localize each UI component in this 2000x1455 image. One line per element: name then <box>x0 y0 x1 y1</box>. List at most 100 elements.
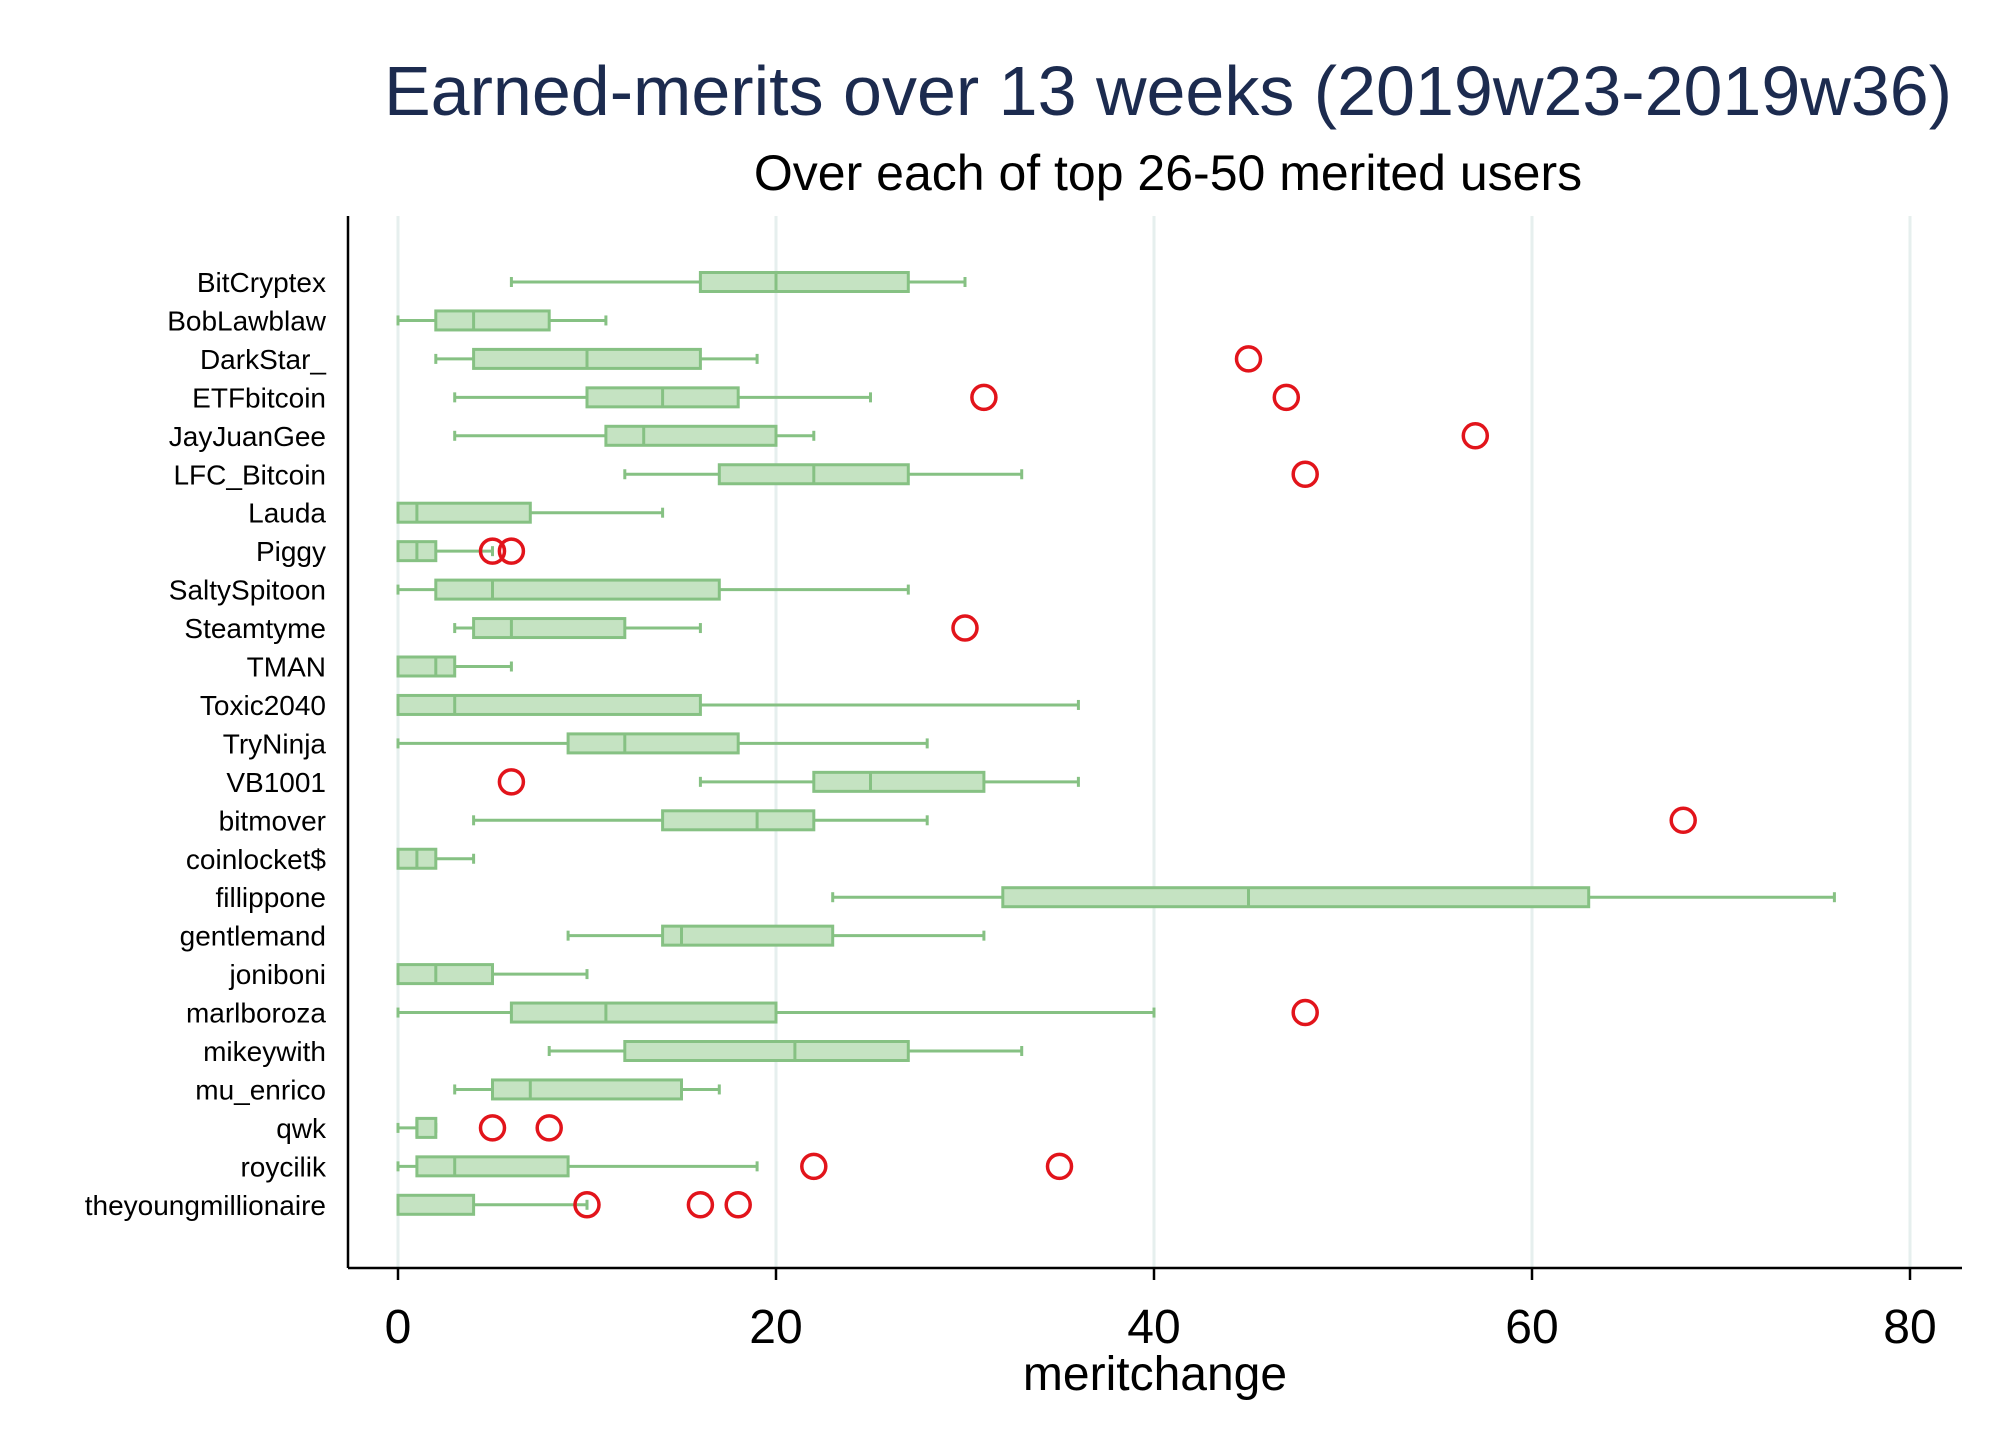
box-iqr <box>396 655 457 678</box>
box-TryNinja <box>396 732 929 755</box>
box-coinlocket$ <box>396 847 476 870</box>
box-iqr <box>566 732 740 755</box>
outlier-point <box>1291 460 1319 488</box>
box-gentlemand <box>566 924 986 947</box>
outlier-point <box>1291 998 1319 1027</box>
y-tick-label: BitCryptex <box>197 267 326 298</box>
y-tick-label: gentlemand <box>180 921 326 952</box>
box-Steamtyme <box>453 614 979 642</box>
y-tick-label: Lauda <box>248 498 326 529</box>
box-VB1001 <box>497 768 1080 796</box>
box-iqr <box>434 578 721 601</box>
box-iqr <box>472 617 627 640</box>
box-iqr <box>491 1078 683 1101</box>
y-tick-label: LFC_Bitcoin <box>173 459 326 490</box>
outlier-point <box>1669 806 1697 835</box>
y-tick-label: theyoungmillionaire <box>85 1190 326 1221</box>
y-tick-label: fillippone <box>215 882 326 913</box>
y-tick-label: VB1001 <box>226 767 326 798</box>
y-tick-label: mu_enrico <box>195 1074 326 1105</box>
box-Lauda <box>396 501 665 524</box>
box-iqr <box>434 309 551 332</box>
y-tick-label: joniboni <box>228 959 326 990</box>
box-DarkStar_ <box>434 345 1263 373</box>
box-LFC_Bitcoin <box>623 460 1319 488</box>
y-tick-label: BobLawblaw <box>167 305 327 336</box>
x-tick-label: 80 <box>1883 1301 1936 1354</box>
box-Toxic2040 <box>396 693 1080 716</box>
outlier-point <box>535 1114 563 1142</box>
box-iqr <box>396 963 494 986</box>
box-qwk <box>396 1114 563 1142</box>
y-tick-label: Toxic2040 <box>200 690 326 721</box>
plot-area <box>396 271 1836 1219</box>
box-SaltySpitoon <box>396 578 910 601</box>
box-JayJuanGee <box>453 422 1490 450</box>
y-axis-labels: BitCryptex BobLawblaw DarkStar_ ETFbitcoin J… <box>85 267 327 1221</box>
box-ETFbitcoin <box>453 383 1301 412</box>
x-axis-label: meritchange <box>1023 1348 1287 1401</box>
outlier-point <box>478 537 507 565</box>
box-joniboni <box>396 963 589 986</box>
y-tick-label: ETFbitcoin <box>192 382 326 413</box>
y-tick-label: mikeywith <box>203 1036 326 1067</box>
box-iqr <box>415 1116 438 1139</box>
y-tick-label: TMAN <box>247 652 326 683</box>
chart-subtitle: Over each of top 26-50 merited users <box>754 145 1582 201</box>
outlier-point <box>1045 1152 1074 1181</box>
outlier-point <box>497 768 526 796</box>
x-tick-label: 0 <box>385 1301 412 1354</box>
box-iqr <box>396 693 702 716</box>
x-tick-label: 20 <box>749 1301 802 1354</box>
x-axis-ticks: 0 20 40 60 80 <box>385 1268 1937 1354</box>
box-iqr <box>698 271 910 293</box>
box-iqr <box>812 770 986 793</box>
y-tick-label: TryNinja <box>223 728 327 759</box>
outlier-point <box>1461 422 1490 450</box>
box-iqr <box>604 424 778 447</box>
box-iqr <box>661 924 835 947</box>
box-mu_enrico <box>453 1078 721 1101</box>
box-marlboroza <box>396 998 1319 1027</box>
x-tick-label: 40 <box>1127 1301 1180 1354</box>
y-tick-label: marlboroza <box>186 998 326 1029</box>
outlier-point <box>1234 345 1263 373</box>
outlier-point <box>800 1152 828 1181</box>
box-iqr <box>396 1193 476 1216</box>
y-tick-label: roycilik <box>240 1151 327 1182</box>
y-tick-label: DarkStar_ <box>200 344 326 375</box>
outlier-point <box>686 1191 715 1219</box>
box-theyoungmillionaire <box>396 1191 752 1219</box>
outlier-point <box>478 1114 507 1142</box>
chart-title: Earned-merits over 13 weeks (2019w23-201… <box>384 52 1952 130</box>
x-tick-label: 60 <box>1505 1301 1558 1354</box>
y-tick-label: bitmover <box>219 805 326 836</box>
box-iqr <box>396 501 532 524</box>
box-iqr <box>1001 886 1591 909</box>
y-tick-label: SaltySpitoon <box>169 575 326 606</box>
outlier-point <box>1272 383 1301 412</box>
y-tick-label: Steamtyme <box>184 613 326 644</box>
box-iqr <box>415 1155 570 1178</box>
box-BitCryptex <box>509 271 967 293</box>
box-mikeywith <box>547 1040 1024 1062</box>
box-iqr <box>661 809 816 832</box>
box-roycilik <box>396 1152 1074 1181</box>
grid-lines <box>396 216 1912 1268</box>
box-iqr <box>623 1040 910 1062</box>
box-TMAN <box>396 655 513 678</box>
box-iqr <box>509 1001 778 1024</box>
box-fillippone <box>831 886 1836 909</box>
y-tick-label: coinlocket$ <box>186 844 327 875</box>
y-tick-label: Piggy <box>256 536 326 567</box>
box-BobLawblaw <box>396 309 608 332</box>
outlier-point <box>970 383 998 412</box>
box-bitmover <box>472 806 1697 835</box>
outlier-point <box>573 1191 601 1219</box>
outlier-point <box>497 537 526 565</box>
y-tick-label: JayJuanGee <box>169 421 326 452</box>
box-Piggy <box>396 537 526 565</box>
outlier-point <box>724 1191 752 1219</box>
outlier-point <box>951 614 979 642</box>
